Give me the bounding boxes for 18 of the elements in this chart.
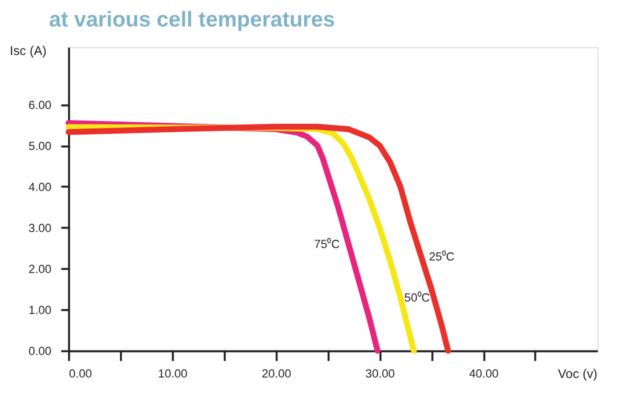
x-tick-label: 20.00: [262, 368, 292, 381]
y-tick-label: 6.00: [28, 98, 52, 112]
y-tick-label: 2.00: [28, 263, 52, 276]
series-label: 75⁰C: [314, 236, 340, 251]
series-label: 50⁰C: [404, 290, 430, 304]
y-tick-label: 4.00: [28, 181, 52, 194]
y-tick-label: 3.00: [28, 222, 52, 236]
y-axis-title: Isc (A): [10, 42, 47, 58]
series-label: 25⁰C: [428, 249, 456, 264]
chart-title: at various cell temperatures: [48, 8, 336, 32]
x-tick-label: 0.00: [69, 368, 92, 381]
x-tick-label: 30.00: [365, 368, 396, 381]
x-tick-label: 10.00: [158, 368, 188, 381]
y-tick-label: 5.00: [28, 140, 52, 153]
x-axis-title: Voc (v): [558, 366, 598, 382]
x-tick-label: 40.00: [469, 368, 499, 381]
y-tick-label: 0.00: [28, 345, 52, 358]
y-tick-label: 1.00: [28, 304, 52, 318]
